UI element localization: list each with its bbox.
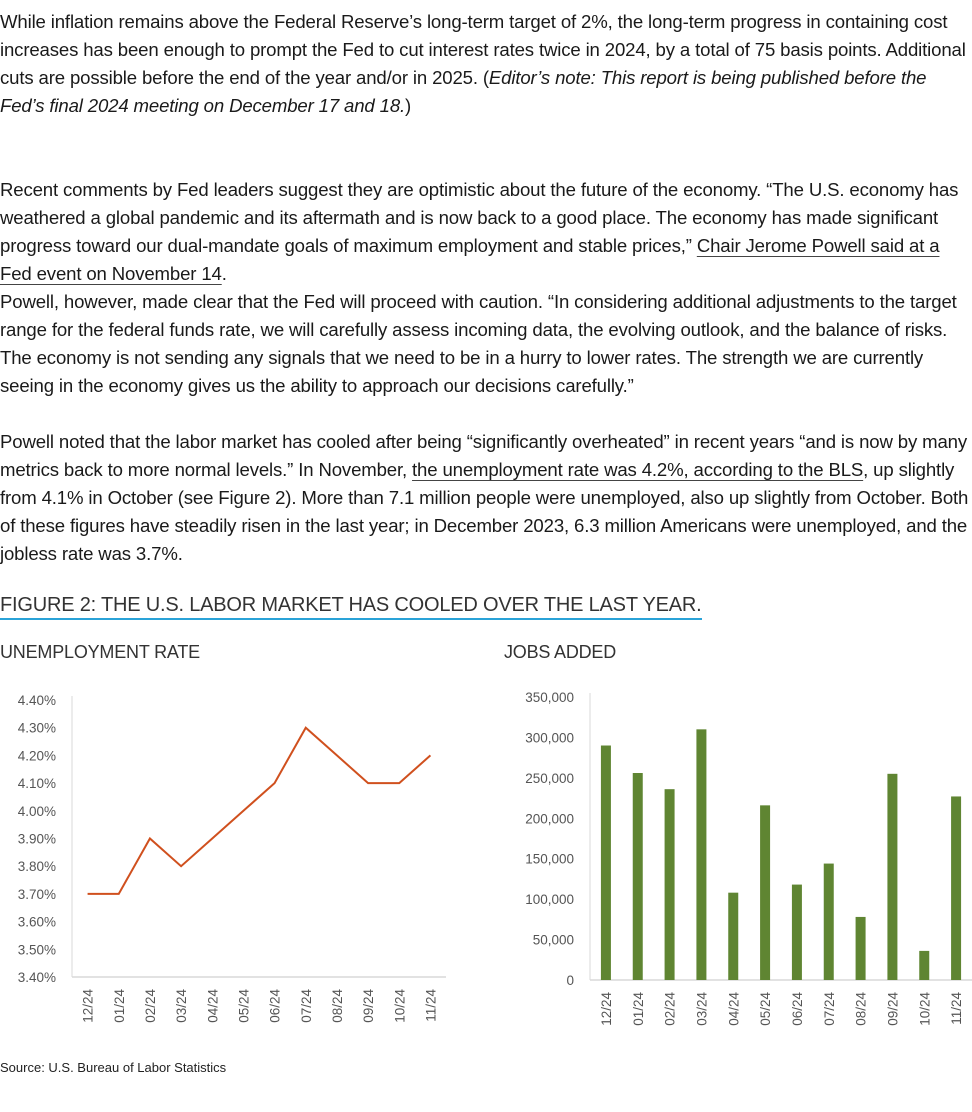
x-tick-label: 11/24 [423, 989, 438, 1022]
x-tick-label: 01/24 [112, 989, 127, 1023]
jobs-bar [823, 863, 834, 980]
x-tick-label: 06/24 [268, 989, 283, 1023]
y-tick-label: 3.40% [18, 970, 56, 985]
jobs-chart-title: JOBS ADDED [504, 642, 617, 662]
figure-title: FIGURE 2: THE U.S. LABOR MARKET HAS COOL… [0, 594, 702, 620]
y-tick-label: 4.40% [18, 693, 56, 708]
bls-unemployment-link[interactable]: the unemployment rate was 4.2%, accordin… [412, 459, 864, 480]
x-tick-label: 12/24 [81, 989, 96, 1023]
editors-note: Editor’s note: This report is being publ… [0, 67, 927, 116]
x-tick-label: 08/24 [854, 992, 869, 1026]
y-tick-label: 250,000 [525, 771, 574, 786]
jobs-bar [600, 745, 611, 980]
x-tick-label: 09/24 [885, 992, 900, 1026]
y-tick-label: 3.80% [18, 859, 56, 874]
y-tick-label: 4.30% [18, 721, 56, 736]
x-tick-label: 07/24 [299, 989, 314, 1023]
jobs-bar [632, 773, 643, 980]
y-tick-label: 150,000 [525, 852, 574, 867]
x-tick-label: 03/24 [174, 989, 189, 1023]
x-tick-label: 05/24 [236, 989, 251, 1023]
y-tick-label: 200,000 [525, 811, 574, 826]
y-tick-label: 3.90% [18, 832, 56, 847]
x-tick-label: 03/24 [694, 992, 709, 1026]
x-tick-label: 04/24 [205, 989, 220, 1023]
unemployment-chart-title: UNEMPLOYMENT RATE [0, 642, 200, 662]
y-tick-label: 300,000 [525, 730, 574, 745]
p2-text: Recent comments by Fed leaders suggest t… [0, 179, 959, 256]
x-tick-label: 08/24 [330, 989, 345, 1023]
y-tick-label: 50,000 [533, 933, 574, 948]
y-tick-label: 100,000 [525, 892, 574, 907]
x-tick-label: 06/24 [790, 992, 805, 1026]
jobs-bar [919, 950, 930, 980]
p4-text: Powell noted that the labor market has c… [0, 431, 967, 480]
p4-end: , up slightly from 4.1% in October (see … [0, 459, 969, 564]
y-tick-label: 3.70% [18, 887, 56, 902]
p2-end: . [221, 263, 227, 284]
jobs-bar [664, 789, 675, 980]
x-tick-label: 07/24 [822, 992, 837, 1026]
paragraph-1: While inflation remains above the Federa… [0, 8, 972, 120]
paragraph-2: Recent comments by Fed leaders suggest t… [0, 176, 972, 288]
jobs-bar [887, 773, 898, 980]
x-tick-label: 11/24 [949, 992, 964, 1025]
paragraph-4: Powell noted that the labor market has c… [0, 428, 972, 568]
y-tick-label: 3.60% [18, 915, 56, 930]
powell-event-link[interactable]: Chair Jerome Powell said at a Fed event … [0, 235, 940, 284]
x-tick-label: 10/24 [392, 989, 407, 1023]
p1-text: While inflation remains above the Federa… [0, 11, 966, 88]
jobs-bar [951, 796, 962, 980]
p1-end: ) [405, 95, 412, 116]
jobs-bar [728, 892, 739, 980]
x-tick-label: 10/24 [917, 992, 932, 1026]
x-tick-label: 12/24 [599, 992, 614, 1026]
y-tick-label: 0 [566, 973, 574, 988]
x-tick-label: 05/24 [758, 992, 773, 1026]
x-tick-label: 02/24 [663, 992, 678, 1026]
x-tick-label: 02/24 [143, 989, 158, 1023]
source-note: Source: U.S. Bureau of Labor Statistics [0, 1060, 227, 1075]
jobs-bar [760, 805, 771, 980]
x-tick-label: 09/24 [361, 989, 376, 1023]
x-tick-label: 04/24 [726, 992, 741, 1026]
unemployment-rate-line [87, 726, 432, 895]
y-tick-label: 4.10% [18, 776, 56, 791]
x-tick-label: 01/24 [631, 992, 646, 1026]
y-tick-label: 4.00% [18, 804, 56, 819]
figure-charts: 3.40% 3.50% 3.60% 3.70% 3.80% 3.90% 4.00% 4.10%… [18, 690, 972, 1026]
jobs-bar [855, 916, 866, 980]
y-tick-label: 4.20% [18, 748, 56, 763]
jobs-bar [791, 884, 802, 980]
y-tick-label: 3.50% [18, 942, 56, 957]
paragraph-3: Powell, however, made clear that the Fed… [0, 291, 957, 396]
y-tick-label: 350,000 [525, 690, 574, 705]
jobs-bar [696, 729, 707, 980]
